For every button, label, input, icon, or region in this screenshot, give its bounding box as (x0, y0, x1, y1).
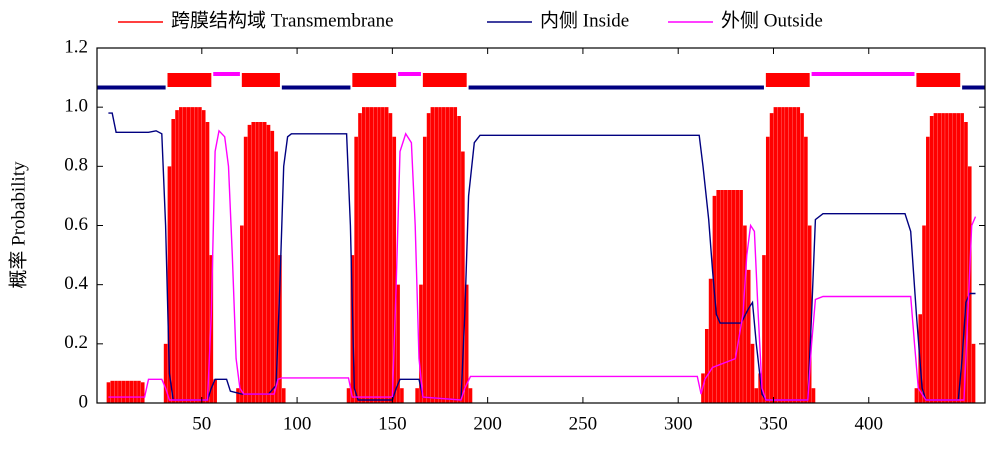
y-tick-label: 0.4 (64, 273, 88, 294)
x-tick-label: 350 (759, 413, 788, 434)
y-tick-label: 0.8 (64, 155, 88, 176)
x-tick-label: 150 (378, 413, 407, 434)
x-tick-label: 400 (855, 413, 884, 434)
y-tick-label: 0.2 (64, 332, 88, 353)
x-tick-label: 250 (569, 413, 598, 434)
x-tick-label: 200 (473, 413, 502, 434)
legend-label: 内侧 Inside (540, 9, 629, 31)
x-tick-label: 50 (192, 413, 211, 434)
y-tick-label: 0.6 (64, 214, 88, 235)
legend-label: 跨膜结构域 Transmembrane (171, 9, 394, 31)
topology-segment (213, 72, 240, 76)
topology-segment (97, 85, 166, 90)
topology-segment (765, 73, 810, 87)
topology-segment (811, 72, 915, 76)
probability-line (108, 129, 977, 401)
topology-segment (468, 85, 764, 90)
topology-segment (398, 72, 421, 76)
y-tick-label: 0 (79, 391, 89, 412)
probability-line (108, 112, 976, 401)
x-tick-label: 100 (283, 413, 312, 434)
topology-segment (281, 85, 351, 90)
x-tick-label: 300 (664, 413, 693, 434)
legend-label: 外侧 Outside (721, 9, 823, 31)
y-tick-label: 1.0 (64, 96, 88, 117)
topology-segment (352, 73, 397, 87)
topology-segment (241, 73, 280, 87)
topology-segment (916, 73, 961, 87)
plot-frame (96, 47, 986, 404)
topology-segment (167, 73, 212, 87)
topology-segment (422, 73, 467, 87)
y-tick-label: 1.2 (64, 36, 88, 57)
y-axis-label: 概率 Probability (7, 161, 29, 289)
topology-segment (962, 85, 985, 90)
